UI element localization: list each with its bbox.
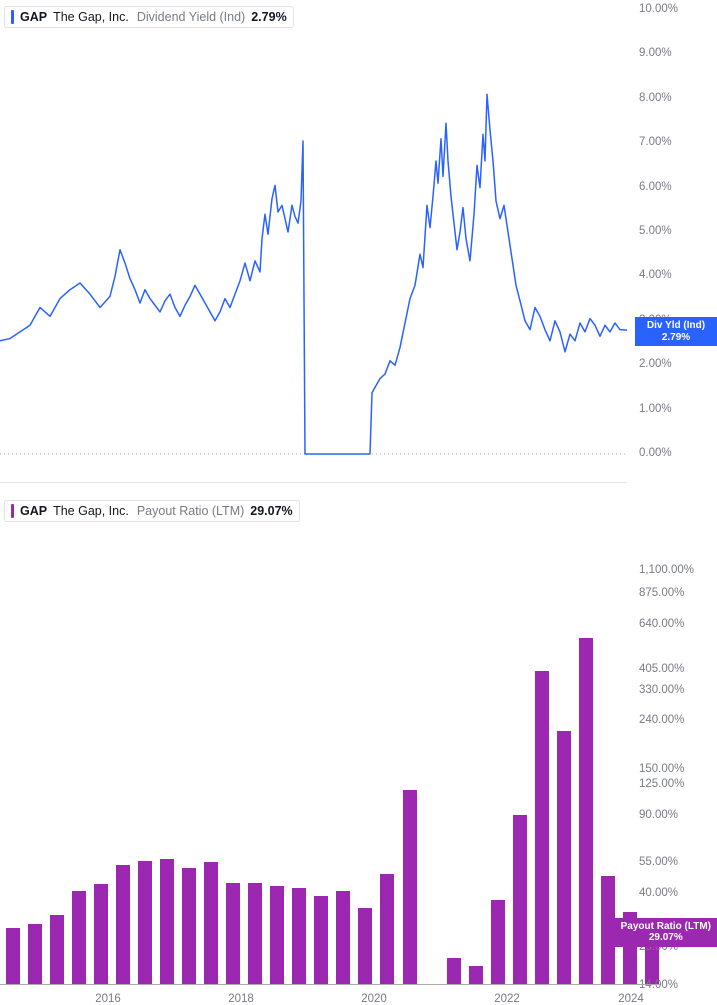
bar — [358, 908, 372, 984]
y-axis-tick-label: 10.00% — [639, 3, 717, 15]
current-value-badge: Payout Ratio (LTM) 29.07% — [615, 918, 717, 947]
badge-title: Div Yld (Ind) — [641, 320, 711, 332]
current-value-badge: Div Yld (Ind) 2.79% — [635, 317, 717, 346]
y-axis-tick-label: 640.00% — [639, 618, 717, 630]
x-axis-line — [0, 984, 660, 985]
bar — [182, 868, 196, 984]
payout-ratio-panel: GAP The Gap, Inc. Payout Ratio (LTM) 29.… — [0, 486, 717, 1005]
y-axis-tick-label: 1,100.00% — [639, 564, 717, 576]
y-axis-tick-label: 0.00% — [639, 447, 717, 459]
panel-divider — [0, 482, 627, 483]
legend-value: 2.79% — [251, 10, 286, 24]
legend-value: 29.07% — [250, 504, 292, 518]
bar — [403, 790, 417, 984]
y-axis-tick-label: 14.00% — [639, 979, 717, 991]
y-axis-tick-label: 90.00% — [639, 809, 717, 821]
legend-metric: Payout Ratio (LTM) — [137, 504, 244, 518]
bar — [116, 865, 130, 985]
bar — [248, 883, 262, 984]
y-axis-tick-label: 125.00% — [639, 778, 717, 790]
y-axis-tick-label: 2.00% — [639, 358, 717, 370]
bar — [72, 891, 86, 984]
bar — [94, 884, 108, 984]
bar — [491, 900, 505, 984]
top-legend: GAP The Gap, Inc. Dividend Yield (Ind) 2… — [4, 6, 294, 28]
dividend-yield-line-chart[interactable] — [0, 0, 627, 480]
y-axis-tick-label: 4.00% — [639, 269, 717, 281]
x-axis-tick-label: 2022 — [494, 993, 520, 1005]
bar — [336, 891, 350, 984]
dividend-yield-panel: GAP The Gap, Inc. Dividend Yield (Ind) 2… — [0, 0, 717, 480]
x-axis-tick-label: 2016 — [95, 993, 121, 1005]
x-axis-tick-label: 2024 — [618, 993, 644, 1005]
bar — [160, 859, 174, 984]
bar — [579, 638, 593, 984]
bar — [535, 671, 549, 984]
legend-color-tick — [11, 10, 14, 24]
y-axis-tick-label: 40.00% — [639, 887, 717, 899]
bar — [270, 886, 284, 984]
y-axis-tick-label: 6.00% — [639, 181, 717, 193]
bar — [6, 928, 20, 984]
bar — [314, 896, 328, 984]
y-axis-tick-label: 7.00% — [639, 136, 717, 148]
y-axis-tick-label: 875.00% — [639, 587, 717, 599]
y-axis-tick-label: 55.00% — [639, 856, 717, 868]
y-axis-tick-label: 150.00% — [639, 763, 717, 775]
x-axis-tick-label: 2020 — [361, 993, 387, 1005]
y-axis-tick-label: 240.00% — [639, 714, 717, 726]
bar — [469, 966, 483, 984]
y-axis-tick-label: 8.00% — [639, 92, 717, 104]
badge-title: Payout Ratio (LTM) — [621, 921, 711, 933]
bar — [601, 876, 615, 984]
bottom-legend: GAP The Gap, Inc. Payout Ratio (LTM) 29.… — [4, 500, 300, 522]
payout-ratio-bar-chart[interactable] — [0, 506, 660, 984]
y-axis-tick-label: 1.00% — [639, 403, 717, 415]
legend-company-name: The Gap, Inc. — [53, 504, 129, 518]
badge-value: 29.07% — [621, 932, 711, 944]
bar — [138, 861, 152, 984]
y-axis-tick-label: 405.00% — [639, 663, 717, 675]
bar — [204, 862, 218, 984]
y-axis-tick-label: 5.00% — [639, 225, 717, 237]
y-axis-tick-label: 9.00% — [639, 47, 717, 59]
bar — [292, 888, 306, 984]
legend-company-name: The Gap, Inc. — [53, 10, 129, 24]
bar — [380, 874, 394, 984]
legend-metric: Dividend Yield (Ind) — [137, 10, 245, 24]
bar — [447, 958, 461, 984]
badge-value: 2.79% — [641, 332, 711, 344]
bar — [557, 731, 571, 984]
legend-color-tick — [11, 504, 14, 518]
bar — [513, 815, 527, 984]
legend-symbol: GAP — [20, 10, 47, 24]
legend-symbol: GAP — [20, 504, 47, 518]
x-axis-tick-label: 2018 — [228, 993, 254, 1005]
bar — [50, 915, 64, 984]
bar — [28, 924, 42, 984]
bar — [226, 883, 240, 984]
y-axis-tick-label: 330.00% — [639, 684, 717, 696]
